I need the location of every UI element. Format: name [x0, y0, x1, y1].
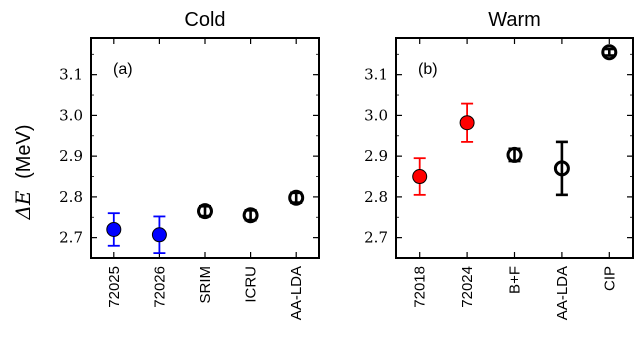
data-point	[288, 189, 305, 206]
y-axis-label-unit: (MeV)	[13, 124, 35, 178]
x-category-label: CIP	[601, 266, 618, 291]
y-tick-label: 2.7	[59, 229, 83, 247]
chart-panel-1: Cold (a) 2.7 2.8 2.9 3.0 3.1 72025 72026 SRIM ICRU…	[59, 9, 320, 320]
panel-label: (b)	[418, 61, 438, 78]
x-category-label: 72025	[106, 266, 123, 308]
data-point	[553, 160, 570, 177]
x-category-label: AA-LDA	[554, 266, 571, 320]
x-category-label: 72026	[151, 266, 168, 308]
x-category-label: B+F	[507, 266, 524, 294]
x-category-label: 72018	[412, 266, 429, 308]
x-category-label: SRIM	[197, 266, 214, 304]
chart-panel-2: Warm (b) 2.7 2.8 2.9 3.0 3.1 72018 72024 B+F AA-LD…	[364, 9, 634, 320]
data-point	[412, 169, 428, 185]
y-tick-label: 2.8	[364, 188, 388, 206]
x-category-label: 72024	[459, 266, 476, 308]
data-point	[106, 221, 122, 237]
panel-title: Cold	[184, 9, 225, 31]
y-axis-label: ΔE (MeV)	[11, 124, 35, 220]
data-point	[506, 146, 523, 163]
y-tick-label: 3.1	[59, 66, 83, 84]
data-point	[242, 207, 259, 224]
y-tick-label: 3.1	[364, 66, 388, 84]
x-category-label: ICRU	[243, 266, 260, 303]
data-point	[459, 115, 475, 131]
data-point	[197, 203, 213, 220]
panel-title: Warm	[488, 9, 541, 31]
y-tick-label: 2.9	[364, 147, 388, 165]
data-point	[601, 44, 618, 61]
data-point	[151, 227, 167, 243]
panel-label: (a)	[113, 61, 133, 78]
y-tick-label: 3.0	[364, 106, 388, 124]
y-tick-label: 3.0	[59, 106, 83, 124]
y-tick-label: 2.7	[364, 229, 388, 247]
x-category-label: AA-LDA	[288, 266, 305, 320]
y-tick-label: 2.8	[59, 188, 83, 206]
y-axis-label-symbol: ΔE	[11, 190, 35, 220]
y-tick-label: 2.9	[59, 147, 83, 165]
